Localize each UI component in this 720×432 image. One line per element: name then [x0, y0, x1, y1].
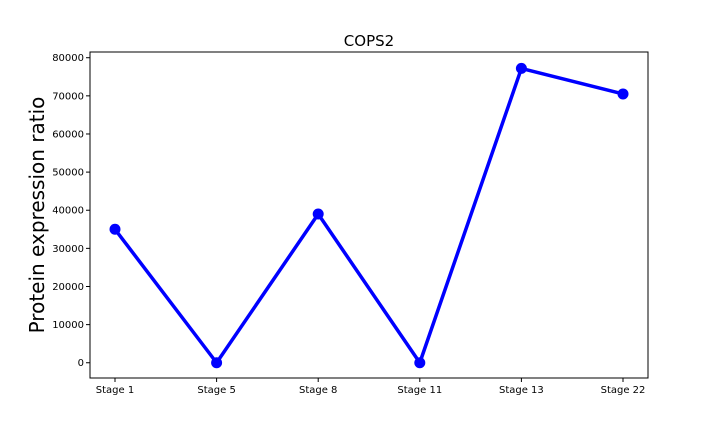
x-tick-label: Stage 8: [299, 385, 337, 396]
series-group: [109, 62, 629, 369]
y-tick-label: 40000: [52, 206, 84, 217]
y-axis-ticks: 0 10000 20000 30000 40000 50000 60000 70000 8000…: [52, 53, 90, 369]
y-tick-label: 70000: [52, 91, 84, 102]
y-tick-label: 30000: [52, 244, 84, 255]
chart-title: COPS2: [344, 32, 394, 50]
x-tick-label: Stage 5: [197, 385, 235, 396]
y-tick-label: 50000: [52, 168, 84, 179]
x-tick-label: Stage 11: [397, 385, 442, 396]
y-tick-label: 60000: [52, 129, 84, 140]
y-tick-label: 20000: [52, 282, 84, 293]
y-axis-label: Protein expression ratio: [25, 97, 49, 334]
data-point: [414, 357, 426, 369]
plot-area-frame: [89, 51, 649, 379]
series-line: [113, 66, 625, 365]
x-tick-label: Stage 13: [499, 385, 544, 396]
y-tick-label: 0: [78, 358, 84, 369]
data-point: [617, 88, 629, 100]
data-point: [109, 223, 121, 235]
data-point: [312, 208, 324, 220]
x-tick-label: Stage 1: [96, 385, 134, 396]
x-tick-label: Stage 22: [601, 385, 646, 396]
data-point: [515, 62, 527, 74]
x-axis-ticks: Stage 1 Stage 5 Stage 8 Stage 11 Stage 13 Sta…: [96, 378, 646, 396]
y-tick-label: 10000: [52, 320, 84, 331]
y-tick-label: 80000: [52, 53, 84, 64]
data-point: [211, 357, 223, 369]
